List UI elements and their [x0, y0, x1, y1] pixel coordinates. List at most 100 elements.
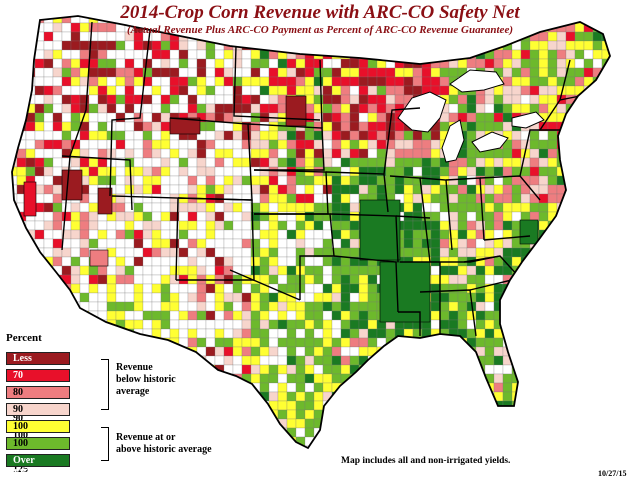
county-cell — [241, 283, 252, 294]
county-cell — [277, 382, 288, 393]
county-cell — [439, 274, 450, 285]
county-cell — [592, 382, 603, 393]
county-cell — [187, 166, 198, 177]
county-cell — [160, 202, 171, 213]
county-cell — [124, 202, 135, 213]
county-cell — [34, 220, 45, 231]
county-cell — [115, 166, 126, 177]
county-cell — [539, 455, 548, 464]
county-cell — [313, 238, 324, 249]
county-cell — [448, 238, 459, 249]
county-cell — [97, 238, 108, 249]
county-cell — [295, 148, 306, 159]
county-cell — [484, 94, 495, 105]
county-cell — [313, 445, 324, 448]
county-cell — [187, 67, 198, 78]
county-cell — [259, 427, 270, 438]
county-cell — [421, 67, 432, 78]
county-cell — [160, 328, 171, 339]
county-cell — [43, 220, 54, 231]
county-cell — [277, 130, 288, 141]
county-cell — [547, 310, 558, 321]
county-cell — [205, 202, 216, 213]
county-cell — [367, 265, 378, 276]
county-cell — [97, 85, 108, 96]
county-cell — [160, 301, 171, 312]
county-cell — [457, 265, 468, 276]
county-cell — [547, 274, 558, 285]
county-cell — [79, 103, 90, 114]
county-cell — [592, 274, 603, 285]
county-cell — [151, 103, 162, 114]
county-cell — [394, 346, 405, 357]
county-cell — [376, 409, 387, 420]
county-cell — [12, 247, 18, 258]
county-cell — [70, 409, 81, 420]
county-cell — [178, 166, 189, 177]
county-cell — [583, 175, 594, 186]
county-cell — [493, 184, 504, 195]
county-cell — [349, 337, 360, 348]
county-cell — [124, 301, 135, 312]
county-cell — [88, 157, 99, 168]
county-cell — [295, 76, 306, 87]
county-cell — [223, 103, 234, 114]
county-cell — [223, 256, 234, 267]
county-cell — [268, 85, 279, 96]
county-cell — [115, 202, 126, 213]
county-cell — [133, 85, 144, 96]
county-cell — [133, 346, 144, 357]
county-cell — [502, 58, 513, 69]
county-cell — [574, 400, 585, 411]
county-cell — [16, 157, 27, 168]
county-cell — [151, 67, 162, 78]
county-cell — [439, 229, 450, 240]
county-cell — [385, 85, 396, 96]
county-cell — [61, 301, 72, 312]
county-cell — [583, 193, 594, 204]
county-cell — [466, 265, 477, 276]
county-cell — [277, 139, 288, 150]
county-cell — [565, 193, 576, 204]
county-cell — [367, 112, 378, 123]
county-cell — [16, 229, 27, 240]
county-cell — [502, 166, 513, 177]
county-cell — [124, 184, 135, 195]
county-cell — [349, 274, 360, 285]
county-cell — [340, 85, 351, 96]
county-cell — [322, 112, 333, 123]
county-cell — [502, 418, 513, 429]
county-cell — [286, 229, 297, 240]
county-cell — [304, 175, 315, 186]
county-cell — [403, 337, 414, 348]
county-cell — [457, 373, 468, 384]
county-cell — [61, 58, 72, 69]
county-cell — [304, 400, 315, 411]
county-cell — [97, 121, 108, 132]
county-cell — [142, 346, 153, 357]
county-cell — [520, 382, 531, 393]
county-cell — [196, 283, 207, 294]
county-cell — [169, 184, 180, 195]
county-cell — [340, 310, 351, 321]
county-cell — [304, 94, 315, 105]
county-cell — [529, 274, 540, 285]
county-cell — [286, 346, 297, 357]
county-cell — [602, 455, 611, 464]
county-cell — [223, 94, 234, 105]
county-cell — [259, 130, 270, 141]
county-cell — [556, 220, 567, 231]
county-cell — [466, 373, 477, 384]
county-cell — [88, 283, 99, 294]
county-cell — [196, 337, 207, 348]
county-cell — [295, 319, 306, 330]
county-cell — [286, 391, 297, 402]
county-cell — [142, 292, 153, 303]
county-cell — [169, 67, 180, 78]
county-cell — [268, 103, 279, 114]
county-cell — [268, 418, 279, 429]
county-cell — [466, 130, 477, 141]
county-cell — [313, 58, 324, 69]
county-cell — [61, 337, 72, 348]
county-cell — [277, 328, 288, 339]
